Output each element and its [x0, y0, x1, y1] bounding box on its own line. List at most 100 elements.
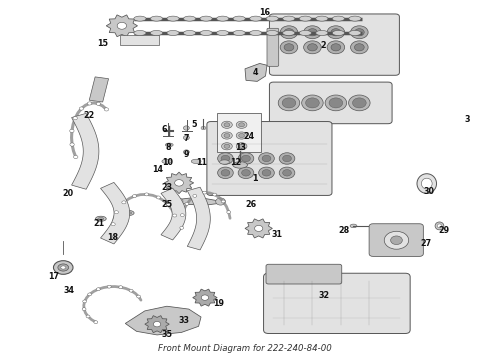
Ellipse shape	[150, 31, 163, 36]
Circle shape	[279, 153, 295, 164]
Circle shape	[104, 108, 109, 111]
Circle shape	[304, 41, 321, 54]
Circle shape	[119, 286, 122, 289]
Text: 19: 19	[213, 299, 224, 308]
Text: 6: 6	[162, 125, 168, 134]
Circle shape	[180, 226, 184, 229]
Ellipse shape	[224, 144, 230, 148]
Circle shape	[304, 26, 321, 39]
Text: Front Mount Diagram for 222-240-84-00: Front Mount Diagram for 222-240-84-00	[158, 344, 332, 353]
Ellipse shape	[236, 121, 247, 129]
Ellipse shape	[183, 31, 196, 36]
Text: 28: 28	[338, 226, 349, 235]
Ellipse shape	[167, 144, 171, 146]
FancyBboxPatch shape	[120, 35, 159, 45]
Circle shape	[221, 170, 230, 176]
Text: 15: 15	[97, 39, 108, 48]
Ellipse shape	[167, 31, 179, 36]
Circle shape	[350, 26, 368, 39]
Circle shape	[221, 200, 225, 203]
Text: 32: 32	[318, 291, 329, 300]
Ellipse shape	[108, 232, 116, 237]
Circle shape	[86, 315, 90, 318]
Ellipse shape	[266, 16, 278, 21]
Text: 25: 25	[162, 200, 172, 209]
Ellipse shape	[435, 222, 444, 230]
Text: 7: 7	[184, 134, 190, 143]
Ellipse shape	[220, 160, 229, 164]
FancyBboxPatch shape	[267, 28, 279, 66]
Circle shape	[227, 211, 231, 213]
Ellipse shape	[417, 174, 437, 193]
Polygon shape	[72, 113, 99, 189]
Text: 20: 20	[62, 189, 73, 198]
Ellipse shape	[200, 31, 212, 36]
Ellipse shape	[283, 31, 295, 36]
FancyBboxPatch shape	[207, 122, 332, 195]
Circle shape	[238, 167, 254, 179]
Ellipse shape	[299, 16, 312, 21]
Circle shape	[384, 231, 409, 249]
Circle shape	[329, 98, 343, 108]
Ellipse shape	[134, 31, 146, 36]
Circle shape	[201, 126, 206, 130]
Circle shape	[70, 129, 74, 132]
Circle shape	[122, 201, 126, 204]
Ellipse shape	[316, 31, 328, 36]
Ellipse shape	[332, 31, 344, 36]
FancyBboxPatch shape	[270, 14, 399, 75]
Text: 4: 4	[252, 68, 258, 77]
Ellipse shape	[183, 135, 189, 140]
Text: 17: 17	[48, 271, 59, 280]
Circle shape	[132, 195, 137, 198]
Circle shape	[73, 117, 77, 120]
Text: 24: 24	[244, 132, 255, 141]
Ellipse shape	[437, 224, 441, 228]
Text: 29: 29	[438, 226, 449, 235]
Polygon shape	[245, 63, 267, 81]
Circle shape	[350, 41, 368, 54]
Polygon shape	[89, 77, 109, 102]
Circle shape	[284, 29, 294, 36]
Ellipse shape	[233, 31, 245, 36]
Circle shape	[308, 44, 318, 51]
Circle shape	[94, 321, 98, 324]
Circle shape	[218, 153, 233, 164]
Text: 21: 21	[94, 219, 105, 228]
Ellipse shape	[249, 31, 262, 36]
Polygon shape	[175, 198, 220, 205]
Polygon shape	[145, 316, 169, 333]
Circle shape	[221, 155, 230, 162]
Ellipse shape	[191, 159, 201, 163]
Ellipse shape	[233, 16, 245, 21]
Circle shape	[114, 211, 119, 214]
Ellipse shape	[105, 230, 120, 238]
Text: 10: 10	[162, 158, 173, 167]
Polygon shape	[164, 172, 194, 194]
Circle shape	[331, 44, 341, 51]
Text: 31: 31	[272, 230, 283, 239]
Ellipse shape	[217, 16, 229, 21]
Text: 2: 2	[320, 41, 326, 50]
Circle shape	[278, 95, 300, 111]
Ellipse shape	[98, 217, 104, 220]
Circle shape	[70, 143, 74, 146]
Ellipse shape	[200, 16, 212, 21]
Ellipse shape	[61, 266, 66, 269]
Circle shape	[391, 236, 402, 244]
Circle shape	[82, 308, 86, 311]
Circle shape	[107, 285, 111, 288]
FancyBboxPatch shape	[217, 113, 261, 152]
Circle shape	[216, 198, 225, 205]
Polygon shape	[125, 306, 201, 335]
Ellipse shape	[224, 123, 230, 127]
Circle shape	[97, 288, 100, 291]
Polygon shape	[245, 219, 272, 238]
Ellipse shape	[126, 212, 132, 214]
Circle shape	[153, 321, 161, 327]
FancyBboxPatch shape	[369, 224, 423, 256]
Circle shape	[306, 98, 319, 108]
Text: 23: 23	[161, 183, 172, 192]
Circle shape	[156, 196, 161, 199]
Circle shape	[201, 295, 209, 300]
